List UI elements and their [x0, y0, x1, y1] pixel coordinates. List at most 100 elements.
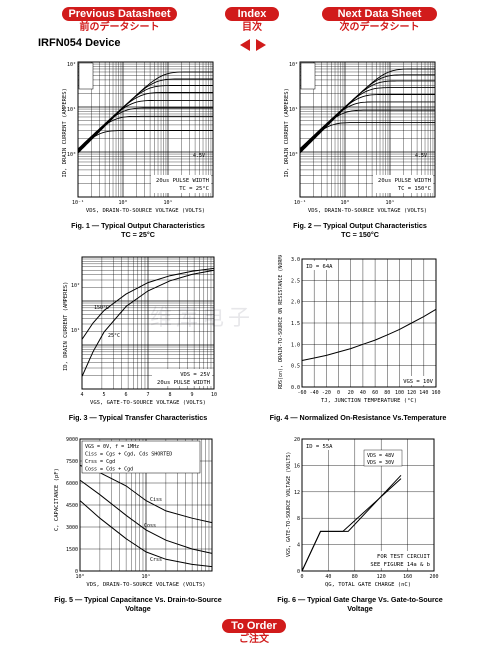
fig2-xtick: 10¹ [385, 200, 394, 206]
fig2-curve-label: 4.5V [415, 153, 427, 159]
fig1-curve [77, 107, 213, 150]
fig4-caption-line1: Fig. 4 — Normalized On-Resistance Vs.Tem… [269, 413, 447, 422]
fig1-curve [77, 85, 213, 152]
next-datasheet-button[interactable]: Next Data Sheet [322, 7, 437, 21]
fig4-xtick: -40 [310, 390, 319, 396]
fig3-curve-hot [81, 267, 215, 340]
fig1-note-bg [151, 175, 211, 193]
fig3-xtick: 5 [102, 392, 105, 398]
fig4-note-top-bg [304, 261, 332, 270]
fig5-curve-label: Coss [144, 523, 156, 529]
fig2-curve [299, 109, 435, 150]
fig4-xtick: 140 [419, 390, 428, 396]
index-button[interactable]: Index [225, 7, 279, 21]
fig3-xtick: 8 [168, 392, 171, 398]
device-title: IRFN054 Device [38, 37, 121, 49]
fig5-ytick: 9000 [66, 437, 78, 443]
fig6-note-top: ID = 55A [306, 444, 333, 450]
fig2-note-bg [373, 175, 433, 193]
fig4-xtick: -20 [322, 390, 331, 396]
fig6-xtick: 120 [377, 574, 386, 580]
fig2-ylabel: ID, DRAIN CURRENT (AMPERES) [284, 88, 290, 177]
fig5-caption: Fig. 5 — Typical Capacitance Vs. Drain-t… [40, 595, 236, 613]
fig3-xlabel: VGS, GATE-TO-SOURCE VOLTAGE (VOLTS) [90, 400, 206, 406]
fig2-curve [299, 87, 435, 152]
fig1-xtick: 10⁻¹ [72, 200, 84, 206]
fig2-ytick: 10⁰ [289, 152, 298, 158]
next-datasheet-jp-link[interactable]: 次のデータシート [339, 22, 420, 33]
fig3-ytick: 10¹ [71, 328, 80, 334]
fig3-note2: 20us PULSE WIDTH [157, 380, 210, 386]
fig3-frame [81, 256, 215, 390]
fig4-xtick: 0 [337, 390, 340, 396]
fig4-note-bottom: VGS = 10V [403, 379, 433, 385]
fig3-xtick: 9 [190, 392, 193, 398]
fig4-xtick: -60 [297, 390, 306, 396]
fig1-curve [77, 71, 213, 154]
fig5-legend-item: Coss = Cds + Cgd [85, 467, 133, 473]
fig4-ytick: 2.0 [291, 300, 300, 306]
fig3-curve-cold [81, 269, 215, 377]
fig1-ytick: 10¹ [67, 107, 76, 113]
fig3-ylabel: ID, DRAIN CURRENT (AMPERES) [63, 282, 69, 371]
fig5-ytick: 0 [75, 569, 78, 575]
fig5-caption-line2: Voltage [125, 604, 151, 613]
fig5-ytick: 6000 [66, 481, 78, 487]
fig6-gate-charge: ID = 55A VDS = 48V VDS = 30V FOR TEST CIRCU… [282, 435, 442, 593]
to-order-button[interactable]: To Order [222, 619, 286, 633]
fig4-ytick: 1.5 [291, 321, 300, 327]
fig6-xtick: 80 [352, 574, 358, 580]
fig1-caption-line1: Fig. 1 — Typical Output Characteristics [71, 221, 205, 230]
fig2-curve [299, 74, 435, 153]
prev-datasheet-button[interactable]: Previous Datasheet [62, 7, 177, 21]
fig4-frame [301, 258, 437, 388]
fig3-caption: Fig. 3 — Typical Transfer Characteristic… [40, 413, 236, 422]
fig1-output-characteristics-25c: ID, DRAIN CURRENT (AMPERES) 10² 10¹ 10⁰ 10⁻¹… [58, 60, 218, 218]
fig6-note-top-bg [304, 441, 332, 450]
fig2-curve [299, 68, 435, 154]
index-jp-link[interactable]: 目次 [242, 22, 262, 33]
fig4-xtick: 40 [360, 390, 366, 396]
fig3-label-hot: 150°C [94, 305, 109, 311]
to-order-jp-link[interactable]: ご注文 [239, 634, 269, 645]
fig6-xtick: 160 [403, 574, 412, 580]
fig5-frame [79, 438, 213, 572]
fig5-capacitance-vs-vds: Ciss Coss Crss VGS = 0V, f = 1MHz Ciss = Cgs… [50, 435, 220, 593]
fig1-curve [77, 78, 213, 153]
fig2-legend-box [300, 62, 316, 90]
fig4-xtick: 60 [372, 390, 378, 396]
fig2-frame [299, 61, 436, 198]
fig5-ytick: 3000 [66, 525, 78, 531]
fig4-ytick: 0.5 [291, 364, 300, 370]
fig4-xtick: 80 [384, 390, 390, 396]
fig2-caption-line1: Fig. 2 — Typical Output Characteristics [293, 221, 427, 230]
fig3-caption-line1: Fig. 3 — Typical Transfer Characteristic… [68, 413, 208, 422]
fig5-legend-box [81, 440, 201, 474]
fig4-xtick: 20 [348, 390, 354, 396]
fig6-caption-line1: Fig. 6 — Typical Gate Charge Vs. Gate-to… [277, 595, 443, 604]
fig4-note-top: ID = 64A [306, 264, 333, 270]
fig6-legend-item: VDS = 30V [367, 460, 394, 466]
fig5-legend-item: Ciss = Cgs + Cgd, Cds SHORTED [85, 452, 172, 458]
fig6-legend-box [363, 449, 403, 467]
fig3-xtick: 6 [124, 392, 127, 398]
fig4-ytick: 2.5 [291, 278, 300, 284]
fig6-ytick: 20 [294, 437, 300, 443]
fig3-xtick: 10 [211, 392, 217, 398]
fig1-legend-box [78, 62, 94, 90]
prev-datasheet-jp-link[interactable]: 前のデータシート [79, 22, 160, 33]
fig6-caption: Fig. 6 — Typical Gate Charge Vs. Gate-to… [262, 595, 458, 613]
fig5-xtick: 10⁰ [75, 574, 84, 580]
fig5-legend-item: Crss = Cgd [85, 459, 115, 465]
fig4-curve [301, 308, 437, 361]
fig5-ylabel: C, CAPACITANCE (pF) [54, 468, 60, 531]
fig1-xlabel: VDS, DRAIN-TO-SOURCE VOLTAGE (VOLTS) [86, 208, 205, 214]
fig2-ytick: 10¹ [289, 107, 298, 113]
fig5-xlabel: VDS, DRAIN-TO-SOURCE VOLTAGE (VOLTS) [86, 582, 205, 588]
fig2-output-characteristics-150c: ID, DRAIN CURRENT (AMPERES) 10² 10¹ 10⁰ 10⁻¹… [280, 60, 440, 218]
fig4-ylabel: RDS(on), DRAIN-TO-SOURCE ON RESISTANCE (… [278, 255, 284, 389]
page-arrows-icon[interactable] [238, 38, 268, 51]
fig1-note2: TC = 25°C [179, 186, 209, 192]
fig1-curve [77, 130, 213, 150]
fig6-note-bottom2: SEE FIGURE 14a & b [370, 562, 430, 568]
